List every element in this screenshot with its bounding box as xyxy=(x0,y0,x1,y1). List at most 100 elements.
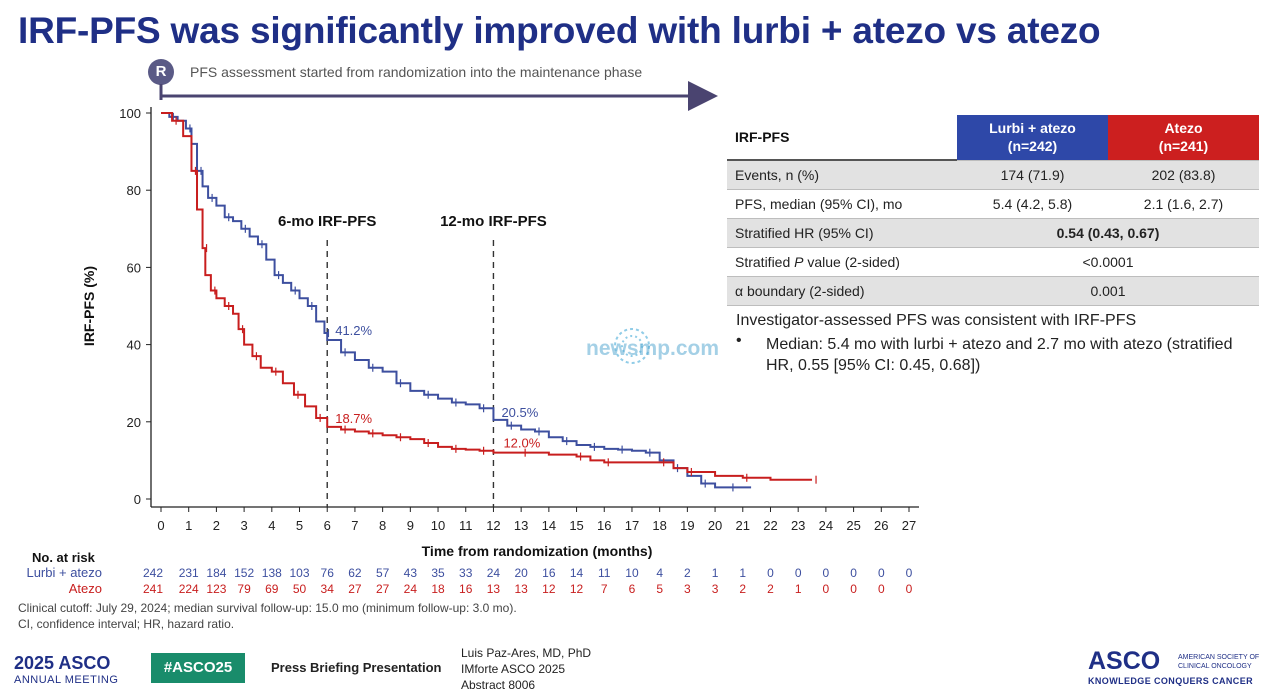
x-tick-label: 0 xyxy=(157,518,164,533)
risk-table-header: No. at risk xyxy=(32,550,96,565)
risk-count: 10 xyxy=(625,566,639,580)
risk-count: 152 xyxy=(234,566,254,580)
risk-count: 50 xyxy=(293,582,307,596)
risk-count: 16 xyxy=(542,566,556,580)
x-tick-label: 21 xyxy=(736,518,750,533)
events-atezo: 202 (83.8) xyxy=(1108,160,1259,190)
risk-count: 6 xyxy=(629,582,636,596)
x-tick-label: 20 xyxy=(708,518,722,533)
series-layer xyxy=(161,112,817,492)
risk-count: 34 xyxy=(321,582,335,596)
risk-count: 0 xyxy=(823,582,830,596)
risk-count: 33 xyxy=(459,566,473,580)
risk-count: 18 xyxy=(431,582,445,596)
x-tick-label: 10 xyxy=(431,518,445,533)
landmark-label: 20.5% xyxy=(501,405,538,420)
risk-count: 0 xyxy=(795,566,802,580)
x-tick-label: 14 xyxy=(542,518,556,533)
risk-count: 2 xyxy=(684,566,691,580)
km-curve xyxy=(161,112,752,489)
risk-count: 14 xyxy=(570,566,584,580)
risk-count: 35 xyxy=(431,566,445,580)
y-tick-label: 40 xyxy=(127,338,141,353)
summary-bullet-text: Median: 5.4 mo with lurbi + atezo and 2.… xyxy=(766,336,1233,374)
risk-count: 24 xyxy=(487,566,501,580)
risk-count: 57 xyxy=(376,566,390,580)
pvalue-label-prefix: Stratified xyxy=(735,254,795,270)
y-tick-label: 20 xyxy=(127,415,141,430)
row-label: Stratified P value (2-sided) xyxy=(727,247,957,277)
reference-lines: 6-mo IRF-PFS 12-mo IRF-PFS xyxy=(278,213,547,507)
presenter-block: Luis Paz-Ares, MD, PhD IMforte ASCO 2025… xyxy=(461,645,591,693)
x-tick-label: 12 xyxy=(486,518,500,533)
results-row-hr: Stratified HR (95% CI) 0.54 (0.43, 0.67) xyxy=(727,218,1259,248)
x-tick-label: 5 xyxy=(296,518,303,533)
risk-count: 224 xyxy=(179,582,199,596)
reference-line-label: 12-mo IRF-PFS xyxy=(440,213,547,230)
risk-count: 7 xyxy=(601,582,608,596)
x-tick-label: 2 xyxy=(213,518,220,533)
y-tick-label: 60 xyxy=(127,260,141,275)
summary-line: Investigator-assessed PFS was consistent… xyxy=(736,312,1137,329)
landmark-label: 41.2% xyxy=(335,323,372,338)
x-tick-label: 22 xyxy=(763,518,777,533)
x-tick-label: 13 xyxy=(514,518,528,533)
risk-count: 0 xyxy=(850,566,857,580)
risk-count: 0 xyxy=(906,566,913,580)
x-axis-title: Time from randomization (months) xyxy=(422,543,653,559)
risk-count: 123 xyxy=(206,582,226,596)
risk-count: 16 xyxy=(459,582,473,596)
pvalue-value: <0.0001 xyxy=(957,247,1259,277)
risk-row-label: Atezo xyxy=(69,581,102,596)
risk-count: 27 xyxy=(348,582,362,596)
results-row-events: Events, n (%) 174 (71.9) 202 (83.8) xyxy=(727,160,1259,190)
footnote-cutoff: Clinical cutoff: July 29, 2024; median s… xyxy=(18,601,517,615)
risk-count: 2 xyxy=(767,582,774,596)
x-tick-label: 25 xyxy=(846,518,860,533)
risk-count: 12 xyxy=(570,582,584,596)
risk-count: 27 xyxy=(376,582,390,596)
randomization-badge: R xyxy=(148,59,174,85)
risk-count: 1 xyxy=(795,582,802,596)
asco-logo: ASCO xyxy=(1088,647,1161,675)
presenter-name: Luis Paz-Ares, MD, PhD xyxy=(461,646,592,660)
y-axis-title: IRF-PFS (%) xyxy=(81,266,97,346)
results-row-pvalue: Stratified P value (2-sided) <0.0001 xyxy=(727,247,1259,277)
row-label: Stratified HR (95% CI) xyxy=(727,218,957,248)
meeting-name: ANNUAL MEETING xyxy=(14,674,119,686)
annotations: 41.2% 18.7% 20.5% 12.0% xyxy=(335,323,541,451)
risk-count: 242 xyxy=(143,566,163,580)
x-tick-label: 3 xyxy=(240,518,247,533)
abstract-number: Abstract 8006 xyxy=(461,678,536,692)
landmark-label: 18.7% xyxy=(335,411,372,426)
risk-count: 0 xyxy=(878,582,885,596)
risk-count: 24 xyxy=(404,582,418,596)
risk-count: 0 xyxy=(823,566,830,580)
risk-count: 20 xyxy=(514,566,528,580)
risk-count: 3 xyxy=(712,582,719,596)
median-lurbi: 5.4 (4.2, 5.8) xyxy=(957,189,1108,219)
x-tick-label: 19 xyxy=(680,518,694,533)
risk-count: 4 xyxy=(656,566,663,580)
hashtag-badge: #ASCO25 xyxy=(151,653,245,683)
asco-society-name: AMERICAN SOCIETY OF CLINICAL ONCOLOGY xyxy=(1178,654,1260,670)
row-label: α boundary (2-sided) xyxy=(727,276,957,306)
risk-count: 2 xyxy=(739,582,746,596)
x-tick-label: 24 xyxy=(819,518,833,533)
x-tick-label: 27 xyxy=(902,518,916,533)
y-tick-label: 0 xyxy=(134,492,141,507)
x-tick-label: 8 xyxy=(379,518,386,533)
risk-count: 62 xyxy=(348,566,362,580)
risk-count: 3 xyxy=(684,582,691,596)
hr-value: 0.54 (0.43, 0.67) xyxy=(957,218,1259,248)
alpha-value: 0.001 xyxy=(957,276,1259,306)
x-tick-label: 7 xyxy=(351,518,358,533)
y-tick-label: 100 xyxy=(119,106,141,121)
km-curve xyxy=(161,112,813,481)
risk-count: 5 xyxy=(656,582,663,596)
results-header-label: IRF-PFS xyxy=(727,115,957,161)
row-label: Events, n (%) xyxy=(727,160,957,190)
risk-count: 13 xyxy=(487,582,501,596)
